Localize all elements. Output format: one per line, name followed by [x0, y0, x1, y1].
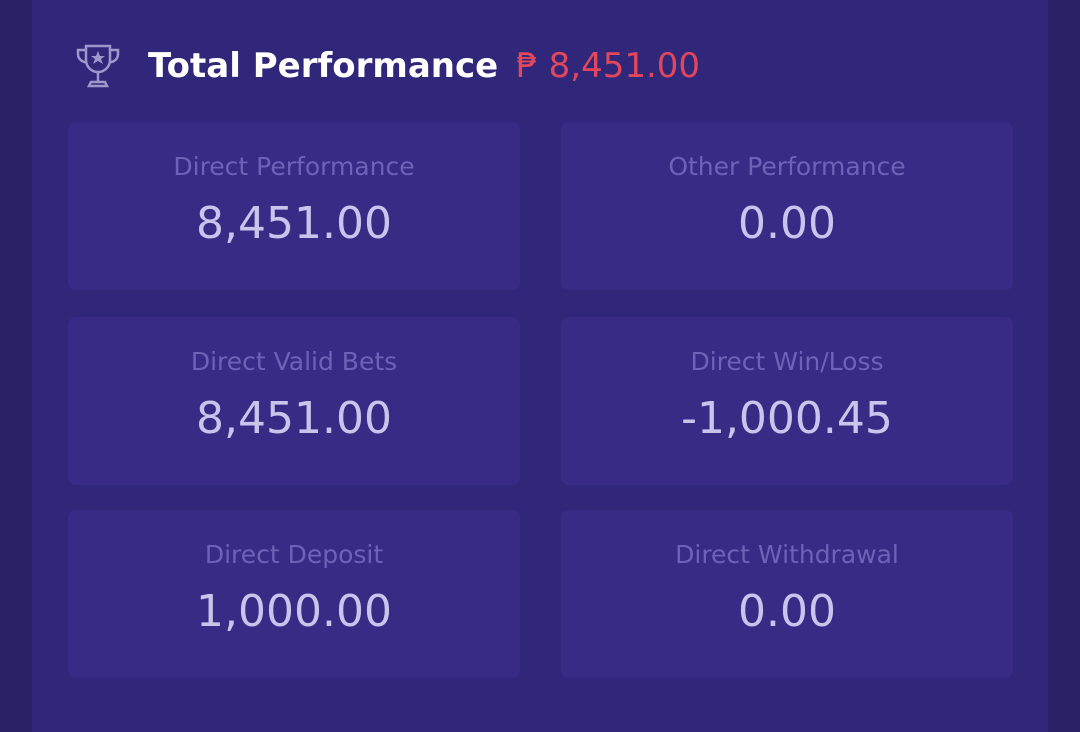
stat-card: Direct Win/Loss -1,000.45: [561, 317, 1013, 485]
trophy-icon: [76, 44, 120, 88]
card-value: -1,000.45: [681, 393, 893, 444]
card-value: 8,451.00: [196, 198, 392, 249]
card-label: Direct Deposit: [204, 540, 384, 569]
card-label: Other Performance: [668, 152, 906, 181]
stat-card: Direct Withdrawal 0.00: [561, 510, 1013, 678]
card-label: Direct Valid Bets: [190, 347, 398, 376]
stat-card: Other Performance 0.00: [561, 122, 1013, 290]
card-label: Direct Performance: [173, 152, 415, 181]
total-amount: ₱ 8,451.00: [516, 46, 701, 86]
stat-card: Direct Valid Bets 8,451.00: [68, 317, 520, 485]
card-value: 8,451.00: [196, 393, 392, 444]
card-value: 1,000.00: [196, 586, 392, 637]
stat-card: Direct Deposit 1,000.00: [68, 510, 520, 678]
card-label: Direct Win/Loss: [690, 347, 884, 376]
title: Total Performance: [148, 46, 499, 86]
card-value: 0.00: [738, 586, 836, 637]
stat-card: Direct Performance 8,451.00: [68, 122, 520, 290]
card-label: Direct Withdrawal: [675, 540, 899, 569]
header: Total Performance ₱ 8,451.00: [72, 38, 700, 94]
card-value: 0.00: [738, 198, 836, 249]
